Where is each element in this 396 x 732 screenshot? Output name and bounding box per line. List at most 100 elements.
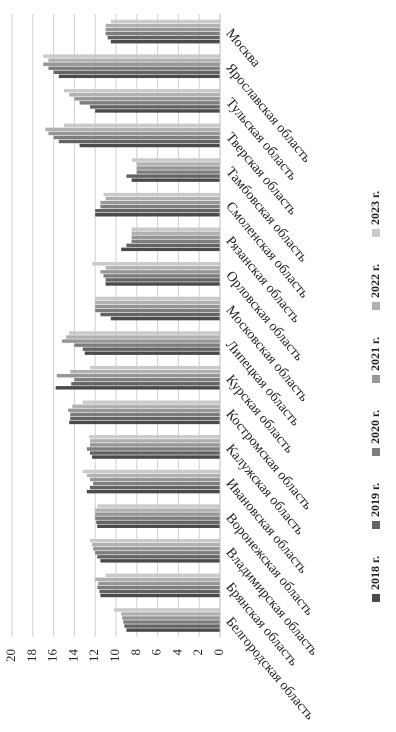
bar: [69, 331, 220, 335]
bar: [136, 162, 220, 166]
bar: [53, 70, 220, 74]
bar: [53, 135, 220, 140]
bar: [95, 209, 220, 213]
y-tick-label: 2: [190, 649, 205, 656]
bar: [61, 339, 220, 343]
bar: [126, 628, 220, 632]
bar: [105, 266, 220, 270]
legend-label: 2019 г.: [368, 483, 382, 517]
bar: [131, 178, 221, 182]
bar: [82, 347, 220, 351]
bar: [97, 585, 220, 590]
bar: [95, 512, 220, 516]
y-tick-label: 8: [128, 649, 143, 656]
bar: [99, 589, 220, 594]
bar: [90, 439, 220, 443]
bar: [58, 139, 220, 144]
legend-label: 2022 г.: [368, 264, 382, 298]
bar: [64, 123, 220, 128]
bar: [105, 573, 220, 578]
bar: [90, 477, 220, 482]
bar: [122, 616, 220, 620]
bar: [95, 213, 220, 217]
y-tick-label: 12: [86, 649, 101, 662]
legend-label: 2020 г.: [368, 410, 382, 444]
bar: [131, 158, 221, 162]
y-tick-label: 4: [169, 649, 184, 656]
bar: [93, 481, 220, 486]
bar: [90, 443, 220, 447]
legend-swatch: [372, 521, 380, 529]
bar: [82, 400, 220, 404]
bar: [56, 373, 220, 378]
bar: [97, 555, 220, 559]
bar: [68, 408, 220, 413]
bar: [90, 538, 220, 543]
bar: [100, 312, 220, 317]
bar: [100, 559, 220, 563]
bar: [69, 420, 220, 425]
bar: [98, 581, 220, 586]
legend-swatch: [372, 375, 380, 383]
bar: [90, 485, 220, 490]
bar: [107, 35, 220, 40]
bar: [86, 473, 220, 478]
bar: [95, 551, 220, 555]
bar: [74, 97, 221, 101]
bar: [110, 39, 220, 44]
bar: [124, 624, 220, 628]
bar: [113, 608, 220, 612]
bar: [93, 547, 220, 551]
bar: [64, 89, 220, 93]
bar: [48, 66, 221, 70]
bar: [110, 316, 220, 321]
bar: [105, 23, 220, 28]
bar: [105, 31, 220, 36]
bar: [74, 343, 221, 347]
bar: [92, 455, 220, 459]
bar: [95, 308, 220, 313]
y-tick-label: 10: [107, 649, 122, 662]
y-tick-label: 6: [149, 649, 164, 656]
bar: [55, 386, 221, 390]
legend-label: 2021 г.: [368, 337, 382, 371]
bar: [126, 243, 220, 248]
bar: [97, 504, 220, 508]
bar: [82, 469, 220, 474]
bar: [105, 196, 220, 201]
bar: [100, 270, 220, 274]
bar: [105, 278, 220, 282]
legend-swatch: [372, 302, 380, 310]
bar: [90, 105, 220, 109]
bar: [105, 27, 220, 32]
bar: [43, 54, 221, 58]
bar: [131, 231, 221, 235]
bar: [84, 351, 220, 355]
bar: [95, 109, 220, 113]
bar: [136, 170, 220, 174]
bar: [71, 382, 220, 386]
bar: [58, 74, 220, 79]
bar: [70, 416, 220, 421]
bar: [95, 304, 220, 309]
bar: [92, 543, 220, 547]
bar: [70, 412, 220, 417]
bar: [126, 174, 220, 178]
legend-label: 2018 г.: [368, 556, 382, 590]
legend-swatch: [372, 448, 380, 456]
bar: [131, 227, 221, 231]
bar: [45, 127, 220, 132]
y-tick-label: 0: [211, 649, 226, 656]
bar: [88, 435, 220, 439]
legend-label: 2023 г.: [368, 191, 382, 225]
bar: [95, 516, 220, 520]
bar: [79, 143, 220, 148]
bar: [100, 200, 220, 205]
bar: [79, 101, 220, 105]
legend-swatch: [372, 229, 380, 237]
bar: [92, 262, 220, 266]
bar: [121, 247, 220, 252]
bar: [131, 235, 221, 239]
bar: [123, 620, 220, 624]
